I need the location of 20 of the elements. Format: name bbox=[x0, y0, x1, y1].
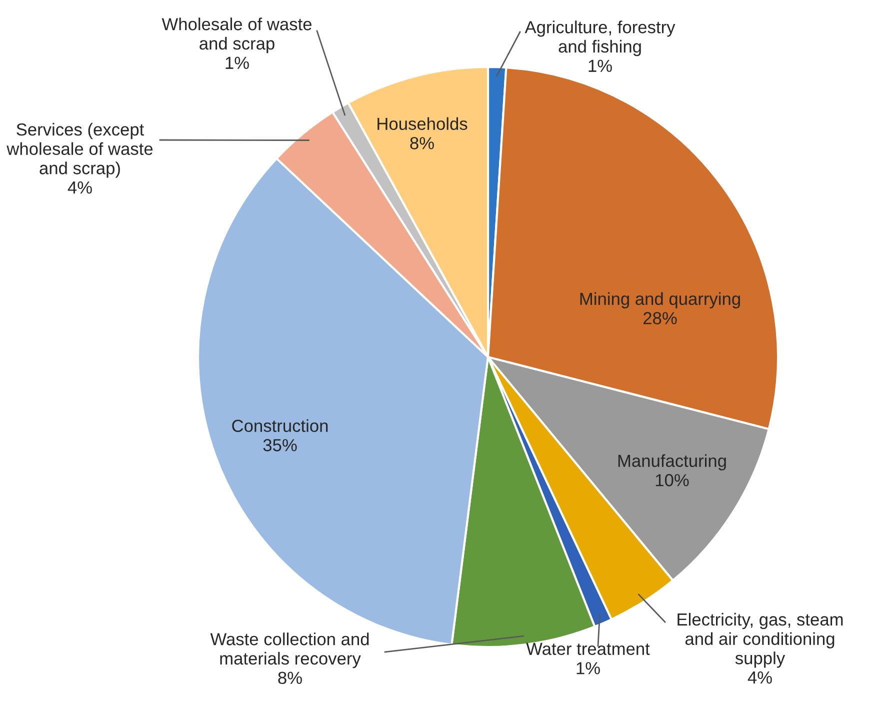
slice-label: Water treatment bbox=[526, 642, 650, 655]
slice-label: Waste collection and materials recovery bbox=[210, 632, 369, 668]
slice-label: Construction bbox=[232, 419, 328, 432]
slice-label: Services (except wholesale of waste and scrap) bbox=[6, 122, 153, 178]
data-label: 1% bbox=[226, 56, 249, 69]
data-label: 4% bbox=[68, 181, 92, 194]
slice-label: Households bbox=[378, 117, 468, 130]
slice-label: Agriculture, forestry and fishing bbox=[524, 20, 676, 56]
data-label: 1% bbox=[588, 60, 612, 72]
slice-label: Manufacturing bbox=[618, 454, 726, 470]
data-label: 8% bbox=[410, 137, 434, 150]
data-label: 8% bbox=[278, 672, 302, 684]
data-label: 35% bbox=[263, 439, 297, 452]
slice-label: Wholesale of waste and scrap bbox=[162, 18, 312, 54]
slice-label: Mining and quarrying bbox=[580, 292, 740, 308]
data-label: 10% bbox=[656, 474, 689, 486]
slice-label: Electricity, gas, steam and air conditioning supply bbox=[678, 612, 843, 668]
data-label: 28% bbox=[644, 312, 677, 324]
data-label: 1% bbox=[576, 662, 600, 674]
data-label: 4% bbox=[748, 671, 772, 684]
